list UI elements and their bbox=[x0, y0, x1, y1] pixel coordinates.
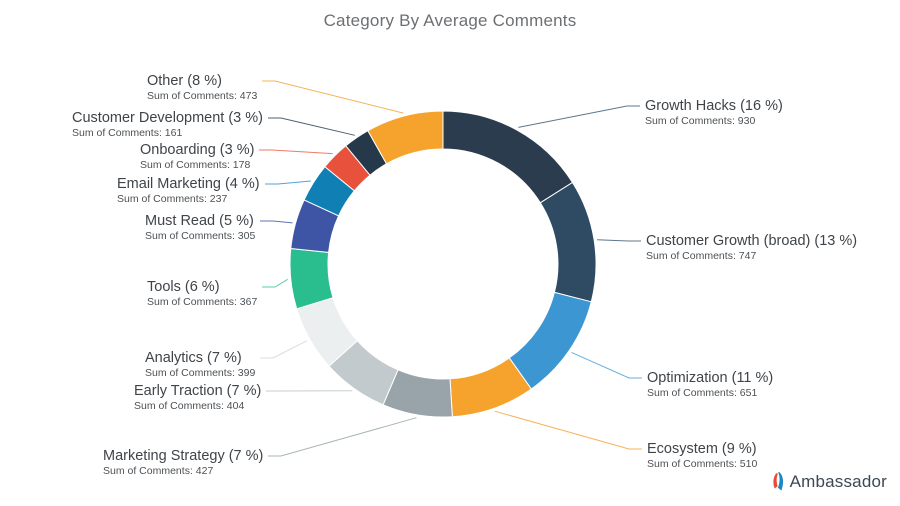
slice-label-sum: Sum of Comments: 510 bbox=[647, 458, 758, 470]
slice-label-sum: Sum of Comments: 399 bbox=[145, 367, 256, 379]
connector-ecosystem bbox=[494, 410, 642, 450]
slice-label-title: Must Read (5 %) bbox=[145, 213, 254, 229]
slice-label-sum: Sum of Comments: 651 bbox=[647, 387, 758, 399]
connector-onboarding bbox=[259, 149, 333, 155]
slice-label-sum: Sum of Comments: 237 bbox=[117, 193, 228, 205]
connector-other bbox=[262, 80, 404, 114]
slice-label-title: Tools (6 %) bbox=[147, 279, 220, 295]
slice-label-title: Onboarding (3 %) bbox=[140, 142, 255, 158]
slice-label-marketing-strategy: Marketing Strategy (7 %) Sum of Comments… bbox=[103, 447, 263, 478]
slice-label-sum: Sum of Comments: 473 bbox=[147, 90, 258, 102]
slice-label-title: Optimization (11 %) bbox=[647, 370, 774, 386]
slice-label-sum: Sum of Comments: 747 bbox=[646, 250, 757, 262]
connector-customer-development bbox=[268, 117, 355, 136]
slice-label-email-marketing: Email Marketing (4 %) Sum of Comments: 2… bbox=[117, 175, 260, 206]
slice-other[interactable] bbox=[367, 110, 444, 165]
slice-label-title: Ecosystem (9 %) bbox=[647, 441, 757, 457]
slice-customer-growth-broad[interactable] bbox=[539, 181, 597, 303]
slice-label-sum: Sum of Comments: 367 bbox=[147, 296, 258, 308]
connector-growth-hacks bbox=[518, 105, 640, 128]
slice-label-growth-hacks: Growth Hacks (16 %) Sum of Comments: 930 bbox=[645, 97, 783, 128]
slice-tools[interactable] bbox=[289, 247, 334, 310]
slice-label-optimization: Optimization (11 %) Sum of Comments: 651 bbox=[647, 369, 773, 400]
slice-label-ecosystem: Ecosystem (9 %) Sum of Comments: 510 bbox=[647, 440, 757, 471]
slice-label-title: Other (8 %) bbox=[147, 73, 222, 89]
slice-label-sum: Sum of Comments: 305 bbox=[145, 230, 256, 242]
slice-label-title: Early Traction (7 %) bbox=[134, 383, 262, 399]
slice-label-other: Other (8 %) Sum of Comments: 473 bbox=[147, 72, 257, 103]
slice-label-must-read: Must Read (5 %) Sum of Comments: 305 bbox=[145, 212, 255, 243]
slice-label-title: Growth Hacks (16 %) bbox=[645, 98, 783, 114]
slice-label-sum: Sum of Comments: 161 bbox=[72, 127, 183, 139]
slice-label-customer-development: Customer Development (3 %) Sum of Commen… bbox=[72, 109, 263, 140]
ambassador-logo-text: Ambassador bbox=[789, 472, 887, 491]
connector-marketing-strategy bbox=[268, 417, 417, 457]
slice-label-title: Customer Growth (broad) (13 %) bbox=[646, 233, 858, 249]
connector-customer-growth-broad bbox=[597, 239, 641, 242]
chart-title: Category By Average Comments bbox=[323, 11, 577, 30]
connector-optimization bbox=[571, 351, 642, 379]
slice-label-sum: Sum of Comments: 404 bbox=[134, 400, 245, 412]
connector-tools bbox=[262, 278, 288, 288]
connector-must-read bbox=[260, 220, 293, 224]
slice-label-title: Analytics (7 %) bbox=[145, 350, 242, 366]
slice-label-sum: Sum of Comments: 930 bbox=[645, 115, 756, 127]
ambassador-flame-icon bbox=[772, 471, 783, 491]
slice-label-early-traction: Early Traction (7 %) Sum of Comments: 40… bbox=[134, 382, 261, 413]
slice-label-title: Email Marketing (4 %) bbox=[117, 176, 260, 192]
slice-label-sum: Sum of Comments: 178 bbox=[140, 159, 251, 171]
slice-label-title: Marketing Strategy (7 %) bbox=[103, 448, 264, 464]
slice-label-sum: Sum of Comments: 427 bbox=[103, 465, 214, 477]
slice-label-tools: Tools (6 %) Sum of Comments: 367 bbox=[147, 278, 257, 309]
slice-label-customer-growth-broad: Customer Growth (broad) (13 %) Sum of Co… bbox=[646, 232, 857, 263]
slice-label-analytics: Analytics (7 %) Sum of Comments: 399 bbox=[145, 349, 255, 380]
ambassador-logo: Ambassador bbox=[770, 471, 887, 493]
slice-growth-hacks[interactable] bbox=[442, 110, 574, 204]
connector-email-marketing bbox=[265, 180, 311, 185]
slice-label-onboarding: Onboarding (3 %) Sum of Comments: 178 bbox=[140, 141, 254, 172]
connector-analytics bbox=[260, 340, 308, 359]
slice-label-title: Customer Development (3 %) bbox=[72, 110, 263, 126]
